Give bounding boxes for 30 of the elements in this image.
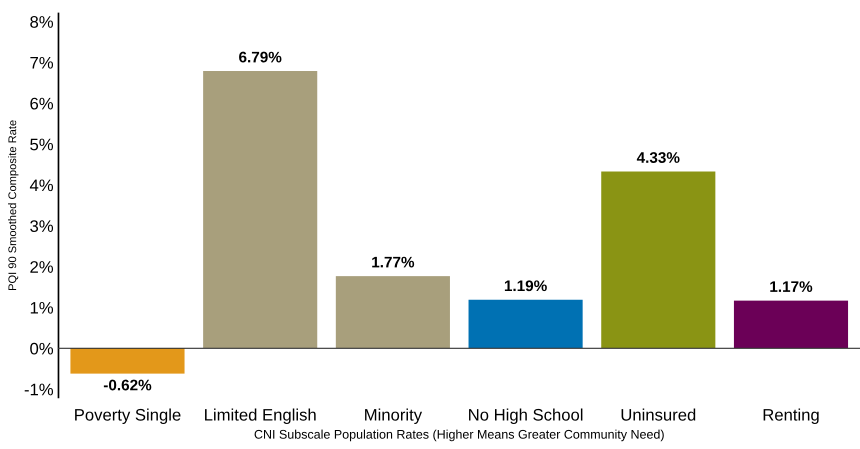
bar bbox=[468, 300, 583, 348]
x-tick-label: No High School bbox=[469, 408, 582, 424]
bar bbox=[734, 300, 848, 348]
y-tick-label: 7% bbox=[30, 56, 54, 69]
y-tick-label: 8% bbox=[30, 16, 54, 28]
data-label: 1.19% bbox=[504, 280, 547, 292]
x-tick-label: Renting bbox=[764, 408, 819, 424]
x-tick-label: Uninsured bbox=[622, 408, 696, 421]
bar bbox=[601, 172, 716, 348]
y-tick-label: -1% bbox=[24, 384, 54, 396]
data-label: 4.33% bbox=[636, 152, 680, 163]
bar bbox=[203, 71, 318, 348]
x-tick-label: Minority bbox=[365, 408, 422, 424]
y-tick-label: 4% bbox=[30, 179, 54, 192]
y-tick-label: 2% bbox=[30, 261, 54, 273]
x-tick-label: Poverty Single bbox=[75, 408, 180, 424]
y-axis-title: PQI 90 Smoothed Composite Rate bbox=[8, 120, 18, 290]
x-tick-label: Limited English bbox=[205, 408, 316, 424]
x-axis-title: CNI Subscale Population Rates (Higher Means Greater Community Need) bbox=[254, 430, 664, 442]
y-tick-label: 0% bbox=[30, 342, 54, 355]
data-label: -0.62% bbox=[104, 380, 152, 390]
y-tick-label: 5% bbox=[30, 138, 54, 150]
y-tick-label: 3% bbox=[30, 220, 54, 232]
y-tick-label: 6% bbox=[30, 98, 54, 110]
data-label: 1.17% bbox=[770, 281, 812, 292]
y-tick-label: 1% bbox=[30, 302, 54, 314]
data-label: 6.79% bbox=[239, 52, 282, 62]
bar bbox=[70, 348, 185, 374]
bar bbox=[336, 276, 450, 348]
data-label: 1.77% bbox=[372, 256, 414, 268]
